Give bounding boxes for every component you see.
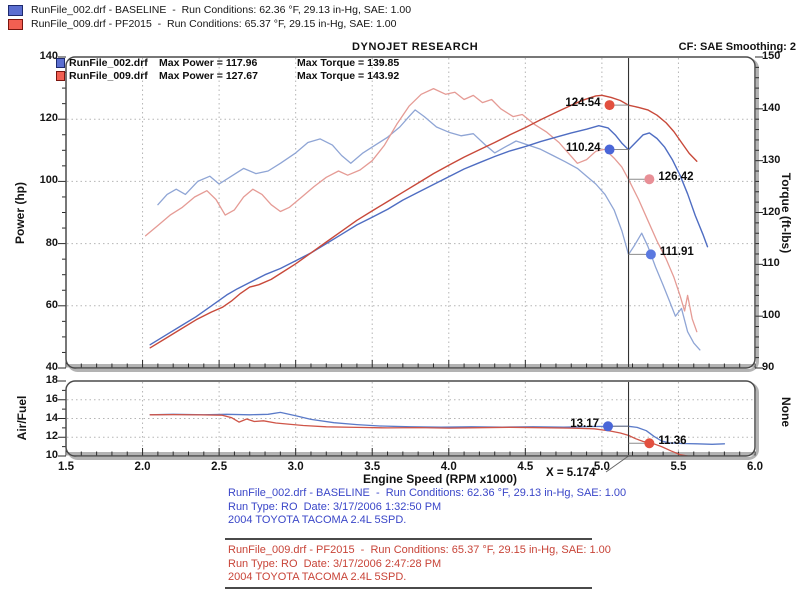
torque-tick-label: 100 [762, 309, 781, 322]
legend-run-description: RunFile_002.drf - BASELINE - Run Conditi… [31, 4, 412, 16]
run-info-line: Run Type: RO Date: 3/17/2006 1:32:50 PM [228, 500, 442, 513]
marker-label-111.91: 111.91 [659, 246, 694, 259]
marker-label-11.36: 11.36 [658, 435, 687, 448]
marker-dot [644, 174, 655, 185]
marker-dot [645, 249, 656, 260]
rpm-tick-label: 3.5 [364, 461, 381, 473]
curve-002-torque [157, 109, 701, 351]
rpm-tick-label: 2.5 [211, 461, 228, 473]
curve-009-airfuel [149, 413, 689, 456]
rpm-tick-label: 4.0 [440, 461, 457, 473]
curve-009-power [149, 94, 698, 349]
legend-color-swatch [56, 57, 65, 68]
power-tick-label: 100 [39, 174, 58, 187]
rpm-tick-label: 6.0 [747, 461, 763, 473]
marker-label-124.54: 124.54 [565, 97, 601, 110]
run-info-line: RunFile_002.drf - BASELINE - Run Conditi… [228, 487, 627, 499]
x-axis-title: Engine Speed (RPM x1000) [362, 472, 518, 486]
marker-dot [644, 438, 655, 449]
rpm-tick-label: 1.5 [58, 461, 74, 473]
airfuel-tick-label: 14 [45, 411, 58, 424]
max-values-legend: RunFile_002.drf Max Power = 117.96 Max Tor… [56, 56, 399, 83]
marker-dot [604, 100, 615, 111]
legend-color-swatch [8, 18, 23, 30]
legend-color-swatch [56, 71, 65, 82]
curve-002-power [149, 124, 709, 346]
power-tick-label: 80 [45, 236, 58, 249]
run-info-line: Run Type: RO Date: 3/17/2006 2:47:28 PM [228, 557, 442, 570]
run-file-legend-item-0: RunFile_002.drf - BASELINE - Run Conditi… [8, 3, 411, 17]
run-info-line: 2004 TOYOTA TACOMA 2.4L 5SPD. [228, 571, 407, 583]
torque-tick-label: 150 [762, 50, 781, 62]
power-tick-label: 60 [45, 298, 58, 311]
airfuel-tick-label: 16 [45, 392, 58, 405]
run-info-line: RunFile_009.drf - PF2015 - Run Condition… [228, 544, 611, 556]
torque-tick-label: 120 [762, 205, 781, 218]
marker-label-126.42: 126.42 [658, 171, 694, 184]
rpm-tick-label: 4.5 [517, 461, 534, 473]
run-info-block-0: RunFile_002.drf - BASELINE - Run Conditi… [228, 487, 626, 528]
airfuel-tick-label: 12 [45, 430, 58, 443]
airfuel-tick-label: 10 [45, 449, 58, 461]
power-axis-title: Power (hp) [13, 182, 27, 244]
power-tick-label: 40 [45, 361, 58, 373]
footer-divider-1 [225, 538, 592, 540]
max-values-text: RunFile_002.drf Max Power = 117.96 Max Tor… [69, 56, 400, 69]
legend-color-swatch [8, 4, 23, 16]
power-tick-label: 140 [39, 50, 58, 62]
torque-tick-label: 90 [762, 361, 775, 373]
max-values-row-1: RunFile_009.drf Max Power = 127.67 Max Tor… [56, 70, 399, 84]
run-file-legend: RunFile_002.drf - BASELINE - Run Conditi… [8, 3, 411, 31]
legend-run-description: RunFile_009.drf - PF2015 - Run Condition… [31, 18, 397, 30]
brand-title: DYNOJET RESEARCH [352, 41, 479, 53]
torque-tick-label: 140 [762, 101, 781, 114]
rpm-tick-label: 5.5 [670, 461, 687, 473]
rpm-tick-label: 5.0 [593, 461, 610, 473]
power-tick-label: 120 [39, 112, 58, 125]
correction-smoothing-label: CF: SAE Smoothing: 2 [678, 41, 796, 53]
cursor-x-readout: X = 5.174 [546, 467, 596, 479]
rpm-tick-label: 2.0 [134, 461, 151, 473]
run-info-line: 2004 TOYOTA TACOMA 2.4L 5SPD. [228, 514, 407, 526]
airfuel-tick-label: 18 [45, 374, 58, 386]
footer-divider-2 [225, 587, 592, 589]
max-values-text: RunFile_009.drf Max Power = 127.67 Max Tor… [69, 70, 400, 83]
cursor-pointer-line [605, 455, 629, 473]
marker-dot [603, 421, 614, 432]
torque-tick-label: 110 [762, 257, 780, 270]
marker-dot [604, 144, 615, 155]
run-file-legend-item-1: RunFile_009.drf - PF2015 - Run Condition… [8, 17, 411, 31]
torque-axis-title: Torque (ft-lbs) [779, 172, 793, 254]
run-info-block-1: RunFile_009.drf - PF2015 - Run Condition… [228, 544, 611, 585]
max-values-row-0: RunFile_002.drf Max Power = 117.96 Max Tor… [56, 56, 399, 70]
none-axis-title: None [779, 397, 793, 427]
marker-label-110.24: 110.24 [565, 141, 601, 154]
marker-label-13.17: 13.17 [570, 418, 599, 431]
torque-tick-label: 130 [762, 153, 781, 166]
curve-009-torque [144, 87, 698, 333]
rpm-tick-label: 3.0 [287, 461, 304, 473]
